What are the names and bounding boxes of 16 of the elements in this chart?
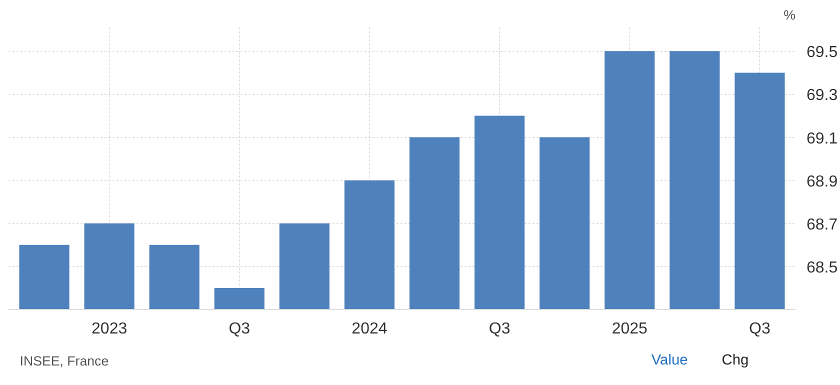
y-tick-label: 68.9	[806, 173, 838, 190]
y-tick-label: 68.5	[806, 259, 838, 276]
y-tick-label: 69.3	[806, 87, 838, 104]
x-tick-label: 2025	[612, 320, 648, 338]
text: INSEE, France	[20, 354, 109, 368]
x-tick-label: Q3	[749, 320, 770, 338]
x-tick-label: 2024	[352, 320, 388, 338]
y-tick-label: 69.5	[806, 44, 838, 62]
x-tick-label: Q3	[228, 320, 250, 338]
text: Value	[651, 352, 688, 368]
y-axis-title: %	[784, 8, 796, 22]
y-tick-label: 69.1	[806, 130, 838, 148]
y-tick-label: 68.7	[806, 216, 838, 234]
text: Chg	[722, 352, 749, 368]
x-tick-label: Q3	[488, 320, 510, 338]
x-tick-label: 2023	[92, 320, 128, 338]
